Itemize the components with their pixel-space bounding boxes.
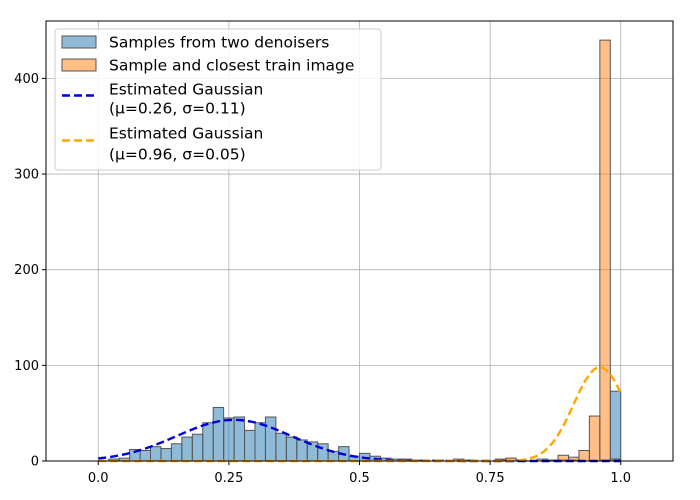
histogram-bar [244,429,256,462]
histogram-bar [609,390,622,462]
histogram-bar [160,448,172,462]
x-tick-label: 0.25 [214,471,243,486]
histogram-bar [191,433,204,462]
histogram-bar [212,406,225,462]
x-tick-label: 0.75 [476,471,505,486]
histogram-bar [285,436,298,462]
histogram-bar [264,416,277,462]
histogram-bar [578,449,590,462]
legend-label: Estimated Gaussian [109,81,263,99]
axes: 0.0 0.25 0.5 0.75 1.0 0 100 200 300 400 [14,20,674,486]
legend-swatch [61,58,97,72]
histogram-bar [254,422,266,462]
y-tick-label: 0 [31,455,39,470]
legend-label-params: (μ=0.96, σ=0.05) [109,146,246,164]
legend-label: Samples from two denoisers [109,34,329,52]
legend-label-params: (μ=0.26, σ=0.11) [109,100,246,118]
x-tick-label: 1.0 [610,471,631,486]
histogram-bar [233,416,246,462]
y-tick-label: 400 [14,72,39,87]
histogram-bar [223,417,235,462]
legend-label: Estimated Gaussian [109,125,263,143]
histogram-bar [202,422,214,462]
histogram-bar [306,441,319,462]
histogram-bar [588,415,601,462]
histogram-bar [139,449,152,462]
histogram-bar [150,446,162,462]
histogram-bar [275,432,287,462]
legend-box [54,28,382,171]
x-tick-label: 0.5 [349,471,370,486]
y-tick-label: 100 [14,359,39,374]
histogram-bar [599,39,611,462]
legend-swatch [61,35,97,49]
y-tick-label: 300 [14,168,39,183]
y-tick-label: 200 [14,263,39,278]
x-tick-label: 0.0 [88,471,109,486]
histogram-bar [181,436,193,462]
histogram-bar [170,443,183,462]
legend-label: Sample and closest train image [109,57,354,75]
legend: Samples from two denoisers Sample and clo… [54,28,382,171]
